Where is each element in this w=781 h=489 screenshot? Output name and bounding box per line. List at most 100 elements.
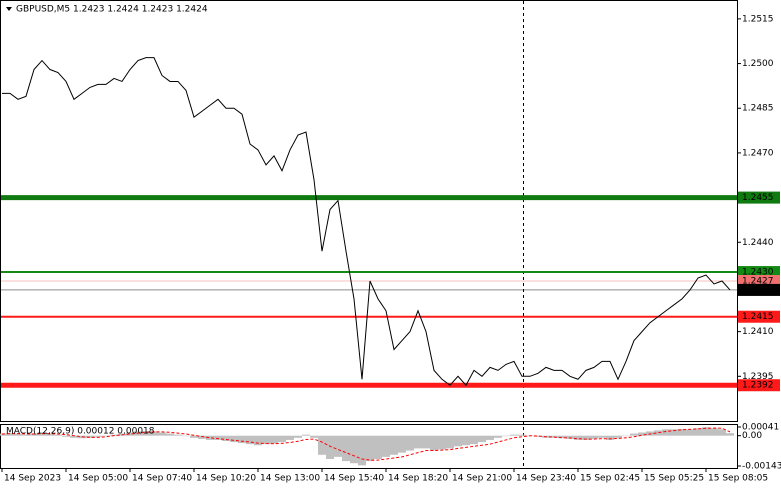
price-line [2,57,731,387]
macd-bar [630,433,638,436]
macd-bar [470,435,478,445]
y-tick-label: -0.00143 [742,462,781,472]
macd-bar [302,434,310,436]
macd-bar [406,435,414,451]
macd-bar [206,435,214,440]
macd-bar [726,433,734,436]
y-tick-label: 1.2440 [742,238,774,248]
plot-layer: 1.2515 1.2500 1.2485 1.2470 1.2440 1.2410 1.23… [0,14,781,484]
macd-bar [54,434,62,436]
macd-bar [662,429,670,436]
macd-bar [494,435,502,438]
macd-bar [718,429,726,436]
y-tick-label: 0.00 [742,431,762,441]
macd-bar [350,435,358,464]
macd-bar [190,435,198,438]
macd-bar [590,435,598,439]
macd-bar [270,435,278,444]
macd-bar [438,435,446,450]
macd-bar [30,433,38,436]
macd-bar [414,435,422,449]
macd-bar [246,435,254,445]
macd-bar [174,434,182,436]
x-tick-label: 14 Sep 13:00 [260,474,320,484]
macd-bar [622,435,630,437]
level-label-box [738,310,780,323]
macd-bar [454,435,462,447]
x-tick-label: 14 Sep 2023 [4,474,61,484]
y-tick-label: 1.2395 [742,372,774,382]
macd-bar [70,435,78,438]
macd-bar [614,435,622,438]
macd-bar [598,435,606,438]
chart-title: GBPUSD,M5 1.2423 1.2424 1.2423 1.2424 [16,5,208,15]
x-tick-label: 15 Sep 08:05 [708,474,768,484]
macd-bar [654,430,662,436]
macd-title: MACD(12,26,9) 0.00012 0.00018 [6,427,155,437]
macd-bar [110,434,118,436]
level-label-box [738,379,780,392]
y-tick-label: 1.2500 [742,59,774,69]
macd-bar [286,435,294,440]
macd-bar [342,435,350,462]
macd-bar [214,435,222,440]
macd-bar [326,435,334,460]
macd-bar [14,433,22,436]
macd-bar [374,435,382,460]
level-label-box [738,283,780,296]
macd-bar [278,435,286,443]
macd-bar [518,434,526,436]
x-tick-label: 14 Sep 18:20 [388,474,448,484]
level-label-box [738,191,780,204]
y-tick-label: 1.2470 [742,148,774,158]
macd-bar [6,433,14,436]
macd-bar [702,427,710,436]
y-tick-label: 1.2410 [742,327,774,337]
macd-bar [102,435,110,437]
macd-frame [0,424,738,469]
x-tick-label: 14 Sep 07:40 [132,474,192,484]
macd-bar [486,435,494,440]
y-tick-label: 0.00041 [742,423,779,433]
macd-bar [398,435,406,453]
macd-bar [502,435,510,437]
x-tick-label: 14 Sep 21:00 [452,474,512,484]
x-tick-label: 14 Sep 15:40 [324,474,384,484]
macd-bar [158,432,166,436]
macd-bar [366,435,374,462]
level-label: 1.2415 [742,312,774,322]
macd-bar [150,431,158,436]
macd-bar [566,435,574,439]
level-label: 1.2424 [742,285,774,295]
x-tick-label: 14 Sep 10:20 [196,474,256,484]
level-label: 1.2455 [742,193,774,203]
macd-bar [422,435,430,449]
macd-bar [0,433,6,436]
signal-line [1,427,731,461]
macd-bar [262,435,270,445]
macd-bar [166,433,174,436]
macd-bar [254,435,262,446]
level-label: 1.2427 [742,276,774,286]
menu-arrow [6,7,12,11]
macd-bar [94,435,102,437]
macd-bar [606,435,614,440]
macd-bar [478,435,486,443]
macd-bar [574,435,582,440]
x-tick-label: 15 Sep 05:25 [644,474,704,484]
x-tick-label: 14 Sep 23:40 [516,474,576,484]
macd-bar [86,435,94,438]
macd-bar [334,435,342,457]
macd-bar [430,435,438,451]
macd-bar [22,434,30,436]
macd-bar [38,432,46,436]
macd-bar [446,435,454,449]
macd-bar [198,435,206,439]
y-tick-label: 1.2515 [742,14,774,24]
macd-bar [694,428,702,436]
macd-bar [238,435,246,444]
macd-bar [510,434,518,436]
